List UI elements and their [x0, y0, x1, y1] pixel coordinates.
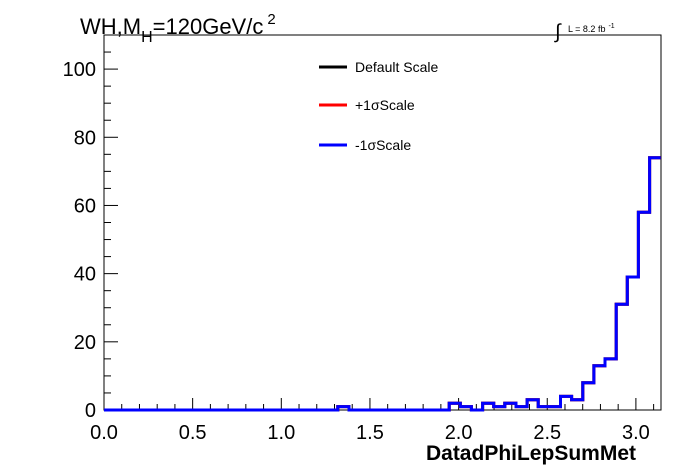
- chart-title: WH,MH=120GeV/c 2: [80, 11, 276, 46]
- luminosity-label: L = 8.2 fb -1: [568, 23, 615, 34]
- y-tick-label: 40: [74, 264, 96, 286]
- title-main: WH,M: [80, 14, 141, 39]
- series-group: [104, 156, 661, 412]
- legend-label: Default Scale: [355, 59, 438, 75]
- legend-label: -1σScale: [355, 137, 411, 153]
- y-tick-labels: 0 20 40 60 80 100: [63, 59, 96, 422]
- title-superscript: 2: [267, 11, 275, 28]
- title-subscript: H: [141, 29, 153, 46]
- x-tick-label: 1.0: [267, 422, 295, 444]
- luminosity-text: L = 8.2 fb: [568, 24, 605, 34]
- luminosity-superscript: -1: [608, 23, 614, 30]
- series-line: [104, 156, 661, 412]
- x-axis-label: DatadPhiLepSumMet: [426, 442, 636, 465]
- integral-symbol: ∫: [554, 21, 562, 43]
- x-tick-label: 1.5: [356, 422, 384, 444]
- y-tick-label: 80: [74, 127, 96, 149]
- y-tick-label: 20: [74, 332, 96, 354]
- x-tick-label: 2.0: [445, 422, 473, 444]
- title-rest: =120GeV/c: [153, 14, 264, 39]
- y-tick-label: 100: [63, 59, 96, 81]
- x-tick-labels: 0.0 0.5 1.0 1.5 2.0 2.5 3.0: [90, 422, 650, 444]
- x-tick-label: 0.5: [179, 422, 207, 444]
- legend: Default Scale +1σScale -1σScale: [319, 59, 438, 153]
- x-tick-label: 0.0: [90, 422, 118, 444]
- legend-label: +1σScale: [355, 97, 415, 113]
- y-tick-label: 60: [74, 195, 96, 217]
- x-tick-label: 3.0: [622, 422, 650, 444]
- y-tick-label: 0: [85, 400, 96, 422]
- x-tick-label: 2.5: [533, 422, 561, 444]
